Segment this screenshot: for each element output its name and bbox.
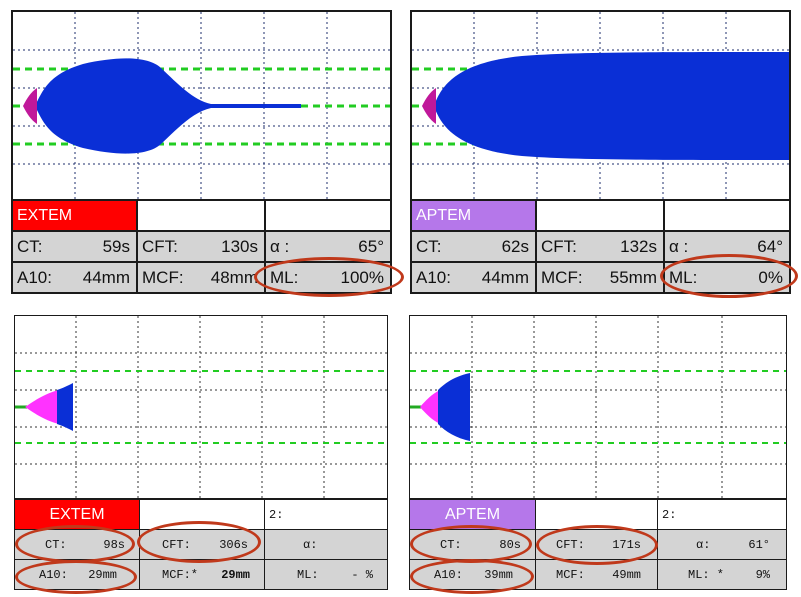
cft-cell: CFT: 132s (537, 232, 665, 263)
tracing-svg (412, 12, 789, 199)
cft-cell: CFT: 171s (536, 530, 658, 560)
tracing-svg (15, 316, 387, 498)
panel-extem-bottom: EXTEM 2: CT: 98s CFT: 306s α: A10: 29mm MCF… (14, 315, 388, 590)
blank-cell (536, 500, 658, 530)
cft-cell: CFT: 306s (140, 530, 265, 560)
a10-cell: A10: 29mm (15, 560, 140, 589)
test-tag: EXTEM (13, 201, 138, 232)
extra-cell: 2: (265, 500, 387, 530)
results-table: APTEM CT: 62s CFT: 132s α :64° A10: 44mm MC… (410, 199, 791, 294)
clot-tracing (434, 52, 789, 160)
ct-cell: CT: 80s (410, 530, 536, 560)
alpha-cell: α: (265, 530, 387, 560)
clot-tracing (438, 373, 470, 441)
early-phase (420, 390, 440, 424)
alpha-cell: α :65° (266, 232, 390, 263)
clot-tracing (35, 58, 301, 154)
blank-cell (665, 201, 789, 232)
blank-cell (138, 201, 266, 232)
panel-aptem-bottom: APTEM 2: CT: 80s CFT: 171s α: 61° A10: 39mm … (409, 315, 787, 590)
test-tag: APTEM (410, 500, 536, 530)
results-table: EXTEM CT: 59s CFT: 130s α :65° A10: 44mm MC… (11, 199, 392, 294)
early-phase (23, 88, 37, 124)
mcf-cell: MCF: 55mm (537, 263, 665, 292)
ml-cell: ML: 100% (266, 263, 390, 292)
cft-cell: CFT: 130s (138, 232, 266, 263)
tracing-svg (410, 316, 786, 498)
grid-lines (410, 316, 786, 498)
ml-cell: ML: 0% (665, 263, 789, 292)
tracing-svg (13, 12, 390, 199)
tracing-plot (409, 315, 787, 499)
alpha-cell: α: 61° (658, 530, 786, 560)
results-table: EXTEM 2: CT: 98s CFT: 306s α: A10: 29mm MCF… (14, 499, 388, 590)
blank-cell (266, 201, 390, 232)
grid-lines (15, 316, 387, 498)
ct-cell: CT: 59s (13, 232, 138, 263)
tracing-plot (11, 10, 392, 201)
test-tag: APTEM (412, 201, 537, 232)
extra-cell: 2: (658, 500, 786, 530)
ml-cell: ML: * 9% (658, 560, 786, 589)
panel-aptem-top: APTEM CT: 62s CFT: 132s α :64° A10: 44mm MC… (410, 10, 791, 294)
reference-lines (15, 370, 387, 444)
ml-cell: ML: - % (265, 560, 387, 589)
a10-cell: A10: 39mm (410, 560, 536, 589)
a10-cell: A10: 44mm (13, 263, 138, 292)
clot-tracing (57, 383, 73, 431)
early-phase (422, 88, 436, 124)
ct-cell: CT: 62s (412, 232, 537, 263)
tracing-plot (410, 10, 791, 201)
mcf-cell: MCF: 49mm (536, 560, 658, 589)
alpha-cell: α :64° (665, 232, 789, 263)
a10-cell: A10: 44mm (412, 263, 537, 292)
early-phase (25, 390, 59, 424)
tracing-plot (14, 315, 388, 499)
mcf-cell: MCF: 48mm (138, 263, 266, 292)
mcf-cell: MCF:* 29mm (140, 560, 265, 589)
panel-extem-top: EXTEM CT: 59s CFT: 130s α :65° A10: 44mm MC… (11, 10, 392, 294)
results-table: APTEM 2: CT: 80s CFT: 171s α: 61° A10: 39mm … (409, 499, 787, 590)
test-tag: EXTEM (15, 500, 140, 530)
blank-cell (537, 201, 665, 232)
reference-lines (410, 370, 786, 444)
blank-cell (140, 500, 265, 530)
ct-cell: CT: 98s (15, 530, 140, 560)
